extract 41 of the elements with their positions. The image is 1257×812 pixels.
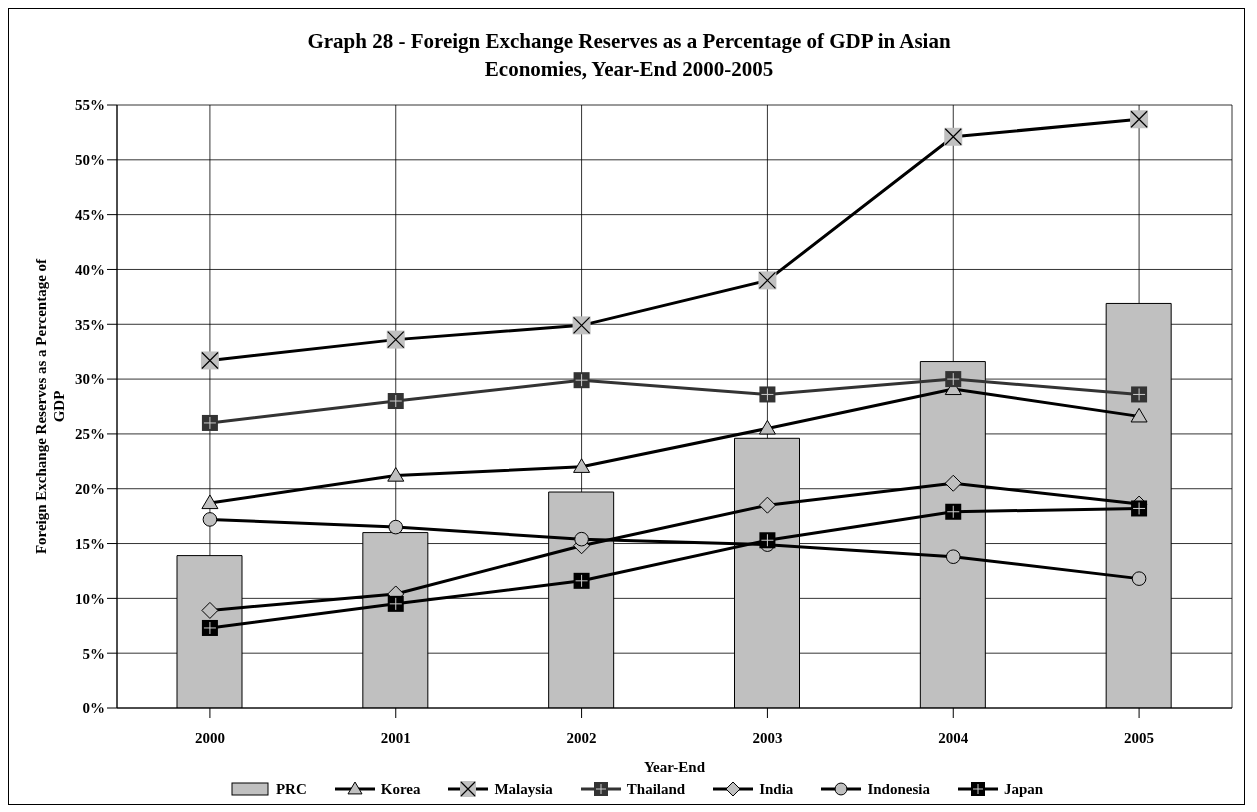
y-tick-label: 5%: [82, 645, 105, 662]
y-tick-label: 35%: [75, 316, 105, 333]
x-axis-title: Year-End: [643, 759, 706, 775]
point: [944, 474, 962, 492]
x-tick-label: 2002: [566, 729, 597, 746]
point: [201, 494, 219, 510]
y-tick-label: 45%: [75, 206, 105, 223]
point: [945, 549, 961, 564]
legend-label: Thailand: [626, 780, 686, 798]
y-tick-label: 55%: [75, 97, 105, 114]
point: [574, 531, 589, 547]
y-tick-label: 10%: [75, 590, 105, 607]
point: [1131, 571, 1147, 586]
chart-title: Graph 28 - Foreign Exchange Reserves as a Percentage of GDP in Asian Economies, Year-End 2000-2005: [306, 28, 952, 83]
point: [387, 467, 405, 482]
x-tick-label: 2000: [194, 729, 225, 746]
y-tick-label: 50%: [75, 152, 105, 169]
y-tick-label: 0%: [82, 700, 105, 717]
x-tick-label: 2005: [1124, 729, 1155, 746]
x-tick-label: 2001: [380, 729, 411, 746]
legend-label: PRC: [275, 780, 307, 798]
y-tick-label: 20%: [75, 481, 105, 498]
point: [201, 601, 219, 619]
point: [573, 458, 591, 473]
y-tick-label: 40%: [75, 261, 105, 278]
point: [202, 512, 218, 527]
y-tick-label: 25%: [75, 426, 105, 443]
point: [758, 419, 776, 435]
y-tick-label: 30%: [75, 371, 105, 388]
legend-label: Malaysia: [494, 780, 553, 798]
legend-label: Korea: [380, 780, 421, 798]
y-axis-title: Foreign Exchange Reserves as a Percentage of GDP: [33, 257, 67, 555]
point: [758, 496, 776, 514]
point: [1130, 407, 1148, 423]
legend-label: India: [759, 780, 794, 798]
legend-label: Indonesia: [867, 780, 930, 798]
y-tick-label: 15%: [75, 535, 105, 552]
x-tick-label: 2003: [752, 729, 783, 746]
legend-label: Japan: [1003, 780, 1044, 798]
x-tick-label: 2004: [938, 729, 969, 746]
point: [388, 519, 404, 535]
